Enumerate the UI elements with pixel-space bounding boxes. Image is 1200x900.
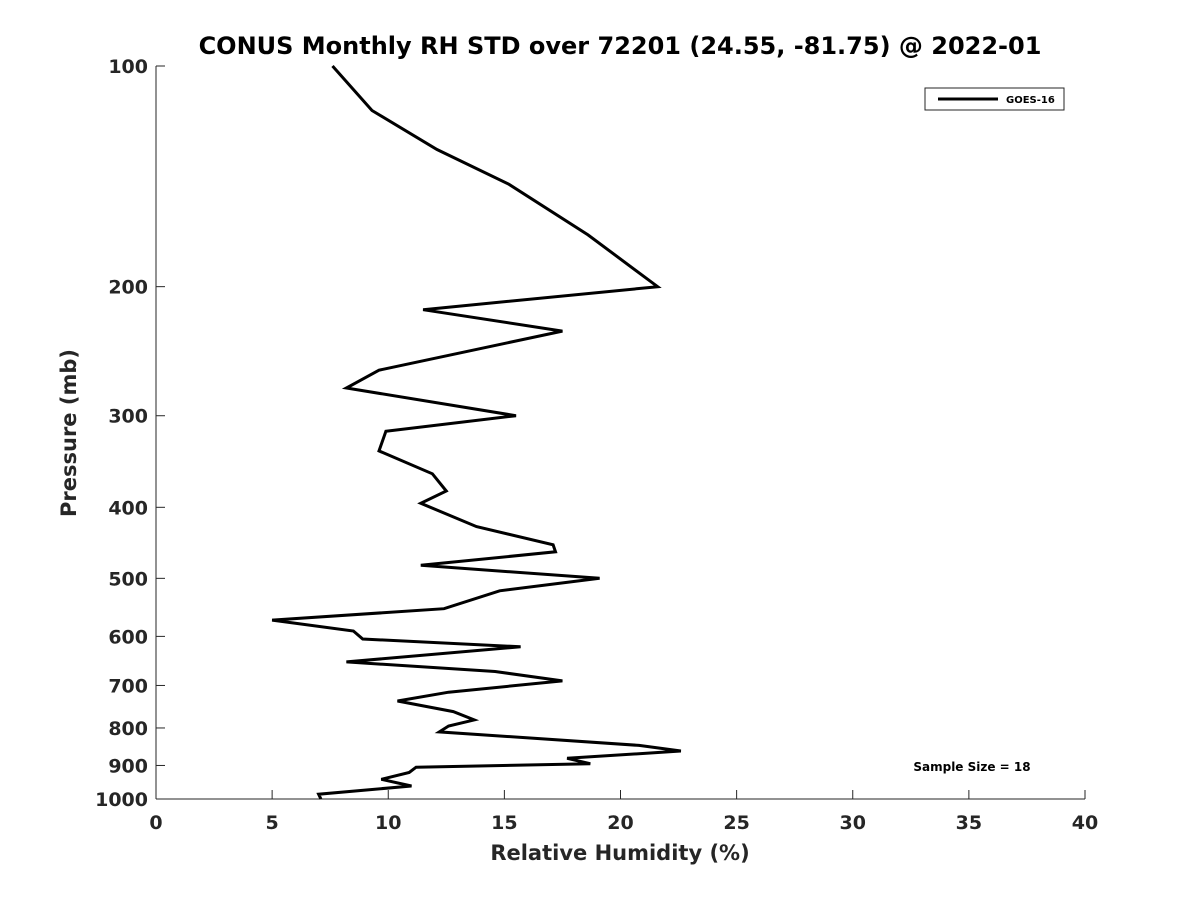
x-axis-label: Relative Humidity (%): [490, 841, 749, 865]
series-layer: [271, 65, 682, 800]
x-tick-label: 0: [149, 812, 162, 834]
y-tick-label: 800: [108, 718, 148, 740]
x-tick-label: 15: [491, 812, 517, 834]
x-tick-label: 30: [840, 812, 866, 834]
ticks: 0 5 10 15 20 25 30 35 40 100 200 300 400 500 600 700 800…: [95, 56, 1098, 834]
y-tick-label: 900: [108, 755, 148, 777]
x-tick-label: 35: [956, 812, 982, 834]
legend: GOES-16: [924, 87, 1065, 111]
y-tick-label: 100: [108, 56, 148, 78]
y-tick-label: 300: [108, 406, 148, 428]
y-tick-label: 500: [108, 568, 148, 590]
y-axis-label: Pressure (mb): [57, 349, 81, 517]
x-tick-label: 5: [266, 812, 279, 834]
x-tick-label: 10: [375, 812, 401, 834]
x-tick-label: 20: [607, 812, 633, 834]
legend-entry-label: GOES-16: [1006, 95, 1055, 106]
y-tick-label: 600: [108, 626, 148, 648]
y-tick-label: 700: [108, 675, 148, 697]
chart-title: CONUS Monthly RH STD over 72201 (24.55, …: [199, 32, 1042, 60]
x-tick-label: 40: [1072, 812, 1098, 834]
y-tick-label: 200: [108, 277, 148, 299]
y-tick-label: 1000: [95, 789, 148, 811]
sample-size-annotation: Sample Size = 18: [913, 760, 1030, 774]
y-tick-label: 400: [108, 497, 148, 519]
series-line-1: [271, 65, 682, 800]
x-tick-label: 25: [723, 812, 749, 834]
